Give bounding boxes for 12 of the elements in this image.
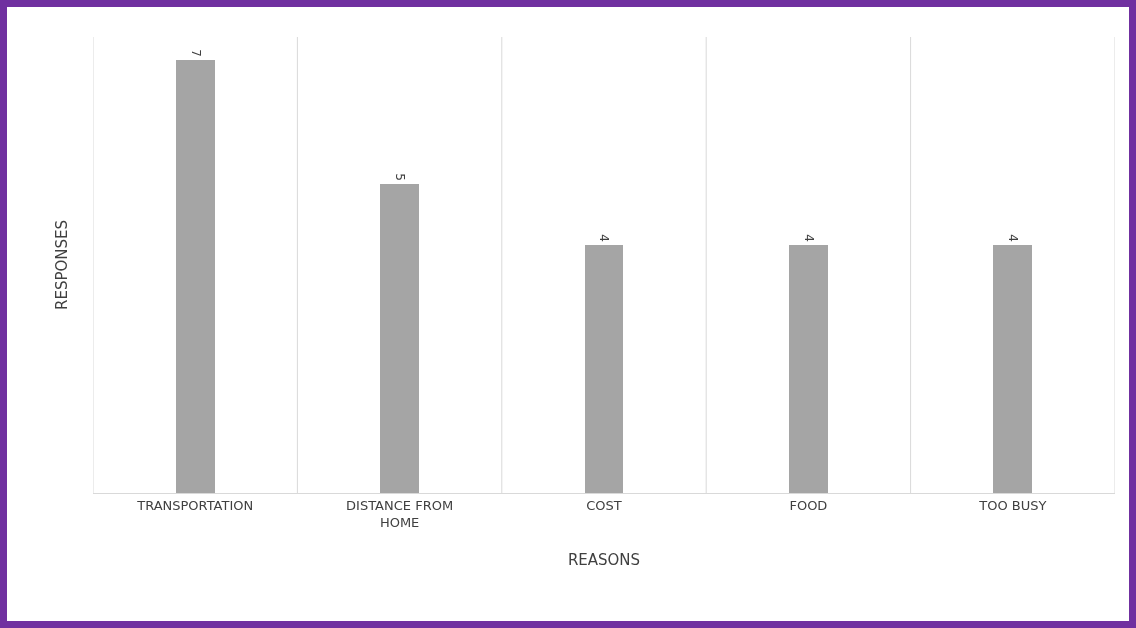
data-label: 4 [1005,234,1020,242]
y-axis-title: RESPONSES [53,219,72,311]
x-tick-label: COST [586,497,622,513]
x-tick-label: TOO BUSY [978,497,1047,513]
x-axis-title: REASONS [567,550,641,569]
data-label: 4 [597,234,611,242]
data-label: 5 [392,173,407,181]
data-label: 4 [801,234,816,242]
x-tick-label: TRANSPORTATION [136,497,254,513]
data-label: 7 [188,49,203,57]
x-tick-label: DISTANCE FROM HOME [346,497,454,530]
x-tick-label: FOOD [789,497,828,513]
